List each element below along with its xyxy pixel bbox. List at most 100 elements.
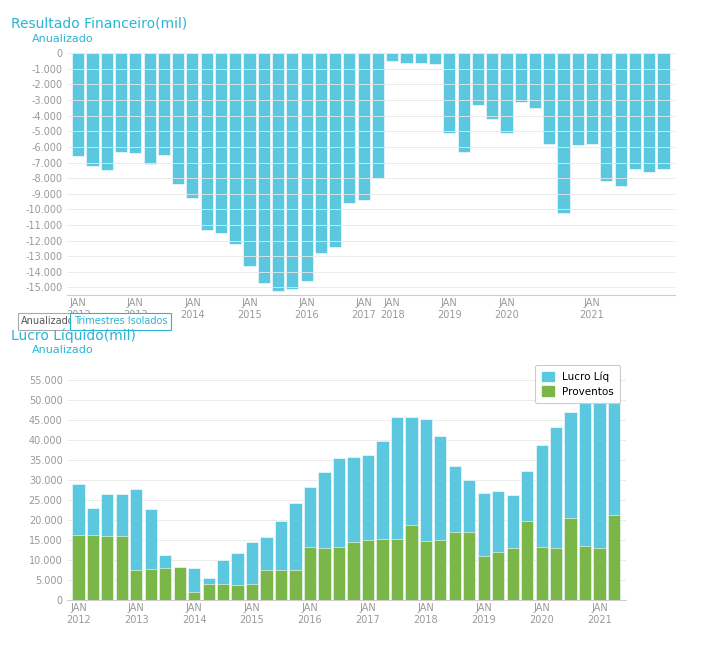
Bar [116, 495, 128, 600]
Bar [260, 570, 273, 600]
Bar [492, 552, 505, 600]
Bar [521, 520, 534, 600]
Bar [215, 53, 227, 233]
Text: Resultado Financeiro(mil): Resultado Financeiro(mil) [11, 16, 187, 31]
Bar [477, 556, 490, 600]
Bar [486, 53, 498, 119]
Bar [130, 489, 143, 600]
Bar [536, 445, 548, 600]
Bar [444, 53, 456, 133]
Bar [200, 53, 213, 230]
Bar [608, 371, 620, 600]
Bar [272, 53, 284, 291]
Bar [415, 53, 427, 62]
Text: Anualizado: Anualizado [21, 316, 75, 326]
Bar [143, 53, 155, 164]
Bar [614, 53, 626, 186]
Bar [586, 53, 598, 144]
Bar [275, 570, 288, 600]
Bar [391, 539, 403, 600]
Bar [572, 53, 584, 145]
Bar [358, 53, 370, 200]
Bar [391, 417, 403, 600]
Bar [405, 417, 418, 600]
Bar [188, 592, 200, 600]
Bar [101, 53, 112, 170]
Bar [521, 471, 534, 600]
Bar [304, 487, 316, 600]
Bar [275, 522, 288, 600]
Bar [550, 427, 562, 600]
Bar [157, 53, 170, 154]
Bar [145, 569, 157, 600]
Bar [477, 493, 490, 600]
Bar [300, 53, 313, 281]
Bar [318, 548, 330, 600]
Bar [434, 436, 446, 600]
Bar [231, 585, 244, 600]
Bar [329, 53, 341, 247]
Bar [420, 419, 432, 600]
Bar [515, 53, 527, 102]
Bar [449, 466, 461, 600]
Bar [643, 53, 655, 172]
Bar [86, 508, 99, 600]
Bar [579, 397, 591, 600]
Bar [401, 53, 413, 62]
Bar [258, 53, 270, 283]
Bar [72, 484, 84, 600]
Bar [145, 509, 157, 600]
Bar [188, 567, 200, 600]
Bar [246, 543, 258, 600]
Bar [159, 555, 172, 600]
Bar [315, 53, 327, 253]
Bar [101, 536, 113, 600]
Text: Lucro Líquido(mil): Lucro Líquido(mil) [11, 328, 136, 343]
Text: Trimestres Isolados: Trimestres Isolados [74, 316, 167, 326]
Bar [593, 382, 606, 600]
Bar [463, 480, 475, 600]
Bar [557, 53, 569, 212]
Bar [159, 567, 172, 600]
Bar [174, 593, 186, 600]
Bar [202, 584, 215, 600]
Bar [72, 53, 84, 156]
Bar [333, 458, 345, 600]
Bar [362, 540, 374, 600]
Bar [405, 524, 418, 600]
Bar [507, 548, 519, 600]
Bar [565, 412, 576, 600]
Bar [115, 53, 127, 152]
Bar [174, 567, 186, 600]
Bar [172, 53, 184, 184]
Bar [372, 53, 384, 178]
Bar [72, 535, 84, 600]
Bar [290, 570, 302, 600]
Bar [536, 548, 548, 600]
Bar [550, 548, 562, 600]
Bar [318, 472, 330, 600]
Bar [347, 542, 360, 600]
Bar [116, 536, 128, 600]
Text: Anualizado: Anualizado [32, 345, 93, 355]
Bar [600, 53, 612, 181]
Bar [501, 53, 512, 133]
Bar [529, 53, 541, 108]
Bar [579, 546, 591, 600]
Bar [86, 535, 99, 600]
Bar [376, 539, 389, 600]
Bar [260, 537, 273, 600]
Bar [86, 53, 98, 165]
Bar [608, 515, 620, 600]
Bar [362, 456, 374, 600]
Bar [347, 458, 360, 600]
Bar [202, 578, 215, 600]
Bar [565, 519, 576, 600]
Bar [333, 547, 345, 600]
Bar [429, 53, 441, 64]
Bar [629, 53, 641, 169]
Bar [217, 559, 229, 600]
Bar [243, 53, 256, 265]
Bar [657, 53, 669, 169]
Bar [290, 504, 302, 600]
